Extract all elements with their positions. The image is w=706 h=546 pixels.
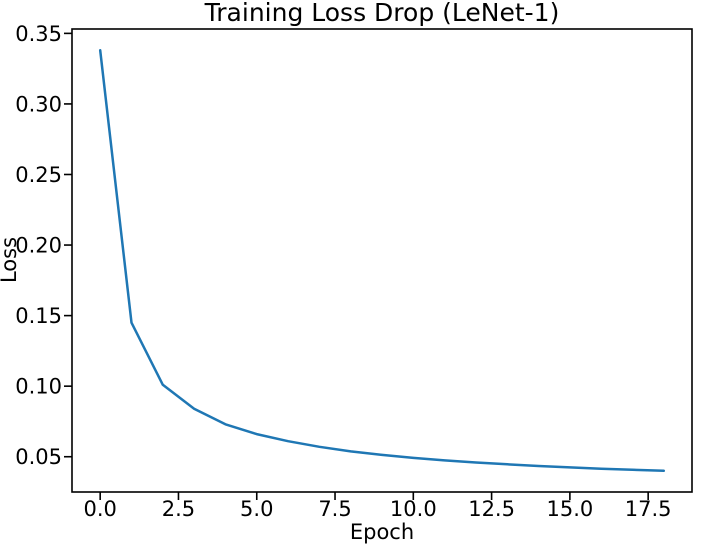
loss-curve — [98, 49, 666, 473]
x-tick-label: 17.5 — [625, 497, 672, 521]
x-tick-label: 15.0 — [546, 497, 593, 521]
y-axis-label: Loss — [0, 237, 21, 283]
plot-border — [71, 28, 693, 493]
x-tick-label: 10.0 — [390, 497, 437, 521]
y-tick-label: 0.10 — [15, 375, 62, 399]
x-tick-label: 12.5 — [468, 497, 515, 521]
chart-title: Training Loss Drop (LeNet-1) — [204, 0, 560, 27]
y-tick-label: 0.30 — [15, 92, 62, 116]
y-tick-label: 0.15 — [15, 304, 62, 328]
x-tick-label: 2.5 — [162, 497, 195, 521]
y-tick-label: 0.05 — [15, 445, 62, 469]
x-axis-label: Epoch — [350, 520, 414, 544]
x-tick-label: 0.0 — [83, 497, 116, 521]
x-tick-label: 5.0 — [240, 497, 273, 521]
y-tick-label: 0.25 — [15, 163, 62, 187]
y-tick-label: 0.35 — [15, 22, 62, 46]
y-tick-label: 0.20 — [15, 234, 62, 258]
x-tick-label: 7.5 — [318, 497, 351, 521]
plot-area: 0.0 2.5 5.0 7.5 10.0 12.5 15.0 17.5 0.05 0.10 0.15… — [15, 22, 693, 521]
